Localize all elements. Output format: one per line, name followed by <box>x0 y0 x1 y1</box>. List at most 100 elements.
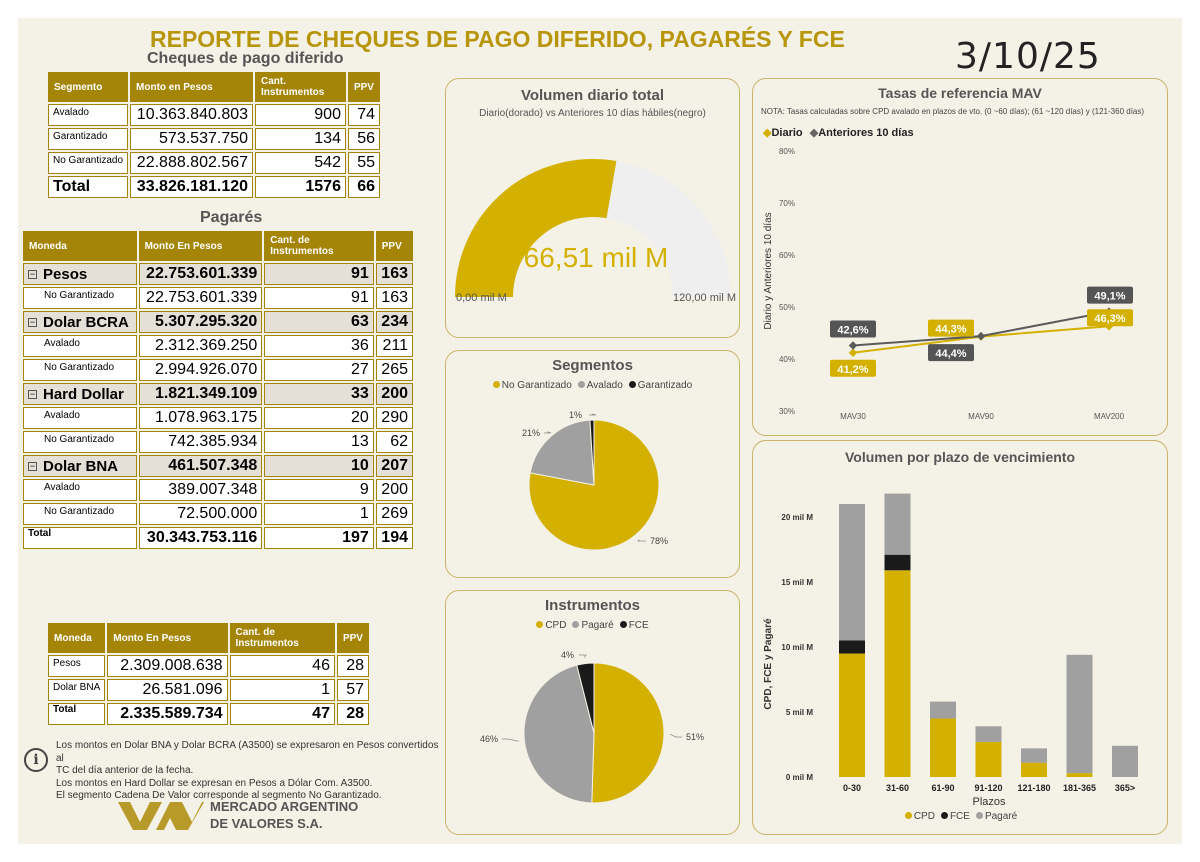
legend-item: FCE <box>619 620 649 631</box>
column-header[interactable]: Monto En Pesos <box>138 231 263 261</box>
cell-text: 200 <box>381 385 408 402</box>
x-tick-label: 181-365 <box>1063 783 1096 793</box>
y-tick-label: 10 mil M <box>781 643 813 652</box>
cell-text: 10.363.840.803 <box>136 106 249 123</box>
cell-ppv: 200 <box>375 479 413 501</box>
collapse-icon[interactable]: − <box>28 388 37 399</box>
cell-ppv: 163 <box>375 287 413 309</box>
data-label-bg <box>1087 309 1133 327</box>
cell-text: 742.385.934 <box>168 433 258 450</box>
plazo-legend: CPD FCE Pagaré <box>753 811 1169 822</box>
collapse-icon[interactable]: − <box>28 316 37 327</box>
cell-monto: 1.821.349.109 <box>138 383 263 405</box>
segmentos-legend: No Garantizado Avalado Garantizado <box>446 380 739 391</box>
legend-item: No Garantizado <box>492 380 572 391</box>
instrumentos-legend: CPD Pagaré FCE <box>446 620 739 631</box>
bar-segment <box>884 493 911 555</box>
cell-text: No Garantizado <box>44 290 115 301</box>
bar-segment <box>1066 654 1093 774</box>
cell-text: 20 <box>350 409 369 426</box>
column-header[interactable]: Segmento <box>48 72 129 102</box>
leader-line <box>502 738 519 742</box>
row-label[interactable]: − Dolar BNA <box>23 455 137 477</box>
legend-label: Diario <box>771 127 803 139</box>
column-header[interactable]: PPV <box>375 231 413 261</box>
cell-ppv: 200 <box>375 383 413 405</box>
cell-text: 163 <box>381 289 408 306</box>
cell-cant: 27 <box>264 359 374 381</box>
bar-segment <box>1066 773 1093 777</box>
cell-text: Avalado <box>44 482 80 493</box>
cell-cant: 46 <box>229 655 335 677</box>
collapse-icon[interactable]: − <box>28 460 37 471</box>
diamond-icon: ◆ <box>763 127 772 139</box>
x-axis-label: Plazos <box>972 796 1006 806</box>
legend-label: FCE <box>949 811 970 822</box>
table-row: − Pesos 22.753.601.339 91 163 <box>23 263 413 285</box>
logo-line2: DE VALORES S.A. <box>210 816 323 831</box>
column-header[interactable]: PPV <box>347 72 380 102</box>
column-header[interactable]: Cant. de Instrumentos <box>229 623 335 653</box>
legend-label: FCE <box>628 620 649 631</box>
column-header[interactable]: Monto en Pesos <box>130 72 254 102</box>
row-label[interactable]: − Dolar BCRA <box>23 311 137 333</box>
cell-ppv: 62 <box>375 431 413 453</box>
cell-ppv: 290 <box>375 407 413 429</box>
notes-block: Los montos en Dolar BNA y Dolar BCRA (A3… <box>56 740 446 803</box>
leader-line <box>637 539 646 542</box>
cell-text: 74 <box>357 106 375 123</box>
cell-text: 2.312.369.250 <box>154 337 258 354</box>
cell-text: 22.753.601.339 <box>146 265 258 282</box>
cell-monto: 22.753.601.339 <box>138 287 263 309</box>
collapse-icon[interactable]: − <box>28 268 37 279</box>
cell-cant: 9 <box>264 479 374 501</box>
cell-ppv: 74 <box>347 104 380 126</box>
info-icon[interactable]: i <box>24 748 48 772</box>
cell-monto: 2.312.369.250 <box>138 335 263 357</box>
instrumentos-pie: 51% 46% 4% <box>480 650 704 804</box>
bar-segment <box>930 701 956 719</box>
column-header[interactable]: Cant. Instrumentos <box>255 72 346 102</box>
cell-text: 2.309.008.638 <box>120 657 223 674</box>
cell-text: Pesos <box>53 658 81 669</box>
row-label[interactable]: − Pesos <box>23 263 137 285</box>
data-label: 49,1% <box>1094 291 1125 303</box>
mav-logo-icon <box>118 802 204 830</box>
legend-item: Avalado <box>577 380 623 391</box>
total-ppv: 194 <box>375 527 413 549</box>
cpd-table: Segmento Monto en Pesos Cant. Instrumentos… <box>46 70 382 200</box>
cell-text: 900 <box>314 106 341 123</box>
y-tick-label: 0 mil M <box>786 773 813 782</box>
data-point <box>976 331 986 341</box>
total-label: Total <box>23 527 137 549</box>
cell-text: 290 <box>381 409 408 426</box>
row-label: Dolar BNA <box>48 679 106 701</box>
row-label: No Garantizado <box>23 431 137 453</box>
row-label: Avalado <box>23 335 137 357</box>
cell-cant: 33 <box>264 383 374 405</box>
row-label[interactable]: − Hard Dollar <box>23 383 137 405</box>
column-header[interactable]: Cant. de Instrumentos <box>264 231 374 261</box>
legend-item: Garantizado <box>628 380 692 391</box>
cell-text: 573.537.750 <box>159 130 249 147</box>
leader-line <box>544 431 552 434</box>
cell-text: 542 <box>314 154 341 171</box>
legend-item: Pagaré <box>572 620 614 631</box>
pie-slice <box>576 662 595 734</box>
bar-segment <box>839 504 865 641</box>
column-header[interactable]: PPV <box>336 623 369 653</box>
cell-ppv: 269 <box>375 503 413 525</box>
cell-text: 36 <box>350 337 369 354</box>
leader-line <box>669 733 682 738</box>
column-header[interactable]: Moneda <box>23 231 137 261</box>
cell-text: 265 <box>381 361 408 378</box>
column-header[interactable]: Monto En Pesos <box>107 623 228 653</box>
cell-cant: 1 <box>229 679 335 701</box>
column-header[interactable]: Moneda <box>48 623 106 653</box>
total-monto: 33.826.181.120 <box>130 176 254 198</box>
note-line: El segmento Cadena De Valor corresponde … <box>56 790 382 801</box>
y-tick-label: 60% <box>779 251 795 260</box>
pie-slice <box>529 419 595 486</box>
cell-monto: 26.581.096 <box>107 679 228 701</box>
cell-text: 56 <box>357 130 375 147</box>
